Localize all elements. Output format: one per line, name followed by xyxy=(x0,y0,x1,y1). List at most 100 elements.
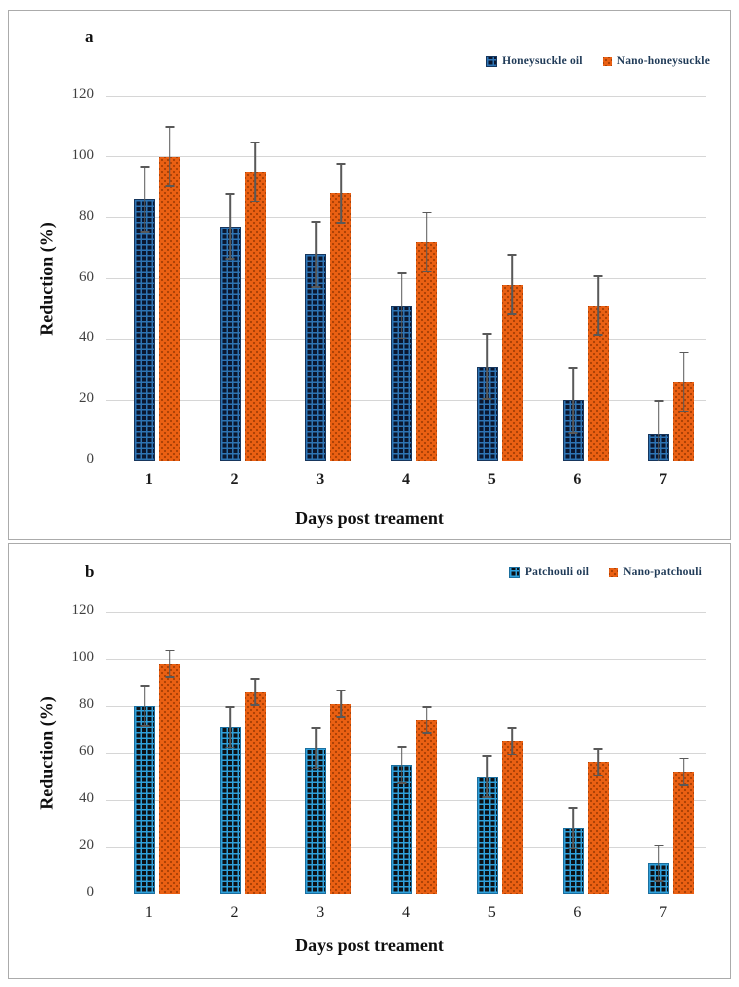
error-bar-part xyxy=(507,727,517,729)
x-category-label-day-2: 2 xyxy=(230,471,239,488)
error-bar-part xyxy=(397,272,407,275)
y-tick-label: 100 xyxy=(71,649,95,665)
bar-honeysuckle-oil-day-5 xyxy=(476,366,498,461)
error-bar xyxy=(654,400,664,461)
error-bar-part xyxy=(311,220,321,223)
legend-label: Nano-patchouli xyxy=(623,566,702,578)
x-category-label-day-1: 1 xyxy=(144,471,153,488)
error-bar-part xyxy=(679,351,689,354)
error-bar-part xyxy=(486,333,489,401)
error-bar-part xyxy=(679,757,689,760)
panel-b-plot-area xyxy=(106,612,706,894)
bar-nano-patchouli-day-6 xyxy=(587,762,609,894)
error-bar-part xyxy=(225,746,235,749)
bar-patchouli-oil-day-5 xyxy=(476,776,498,894)
gridline xyxy=(106,217,706,219)
error-bar-part xyxy=(422,211,432,214)
legend-item-nano-patchouli: Nano-patchouli xyxy=(609,566,702,578)
error-bar-part xyxy=(336,221,346,224)
error-bar-part xyxy=(593,774,603,777)
error-bar-part xyxy=(593,334,603,337)
error-bar-part xyxy=(400,745,403,784)
y-tick-label: 40 xyxy=(79,790,94,806)
gridline xyxy=(106,156,706,158)
bar-nano-honeysuckle-day-2 xyxy=(244,172,266,461)
y-tick-label: 120 xyxy=(71,602,95,618)
panel-b-label: b xyxy=(85,562,95,581)
x-category-label-day-5: 5 xyxy=(487,471,496,488)
error-bar-part xyxy=(679,784,689,786)
error-bar-part xyxy=(143,165,146,233)
panel-a-legend: Honeysuckle oil Nano-honeysuckle xyxy=(486,55,710,67)
error-bar-part xyxy=(397,745,407,748)
error-bar-part xyxy=(397,337,407,340)
y-tick-label: 60 xyxy=(79,268,94,285)
error-bar xyxy=(311,220,321,288)
error-bar-part xyxy=(425,706,428,735)
error-bar-part xyxy=(165,185,174,188)
error-bar xyxy=(482,333,492,401)
error-bar-part xyxy=(654,844,664,847)
bar-nano-honeysuckle-day-6 xyxy=(587,305,609,461)
error-bar-part xyxy=(482,755,492,758)
error-bar xyxy=(507,727,517,756)
bar-nano-patchouli-day-7 xyxy=(673,771,695,894)
y-tick-label: 20 xyxy=(79,390,94,407)
error-bar-part xyxy=(165,649,174,652)
error-bar-part xyxy=(422,270,432,273)
error-bar-part xyxy=(482,795,492,798)
error-bar xyxy=(422,706,432,735)
legend-item-honeysuckle-oil: Honeysuckle oil xyxy=(486,55,583,67)
error-bar-part xyxy=(225,258,235,261)
bar-nano-honeysuckle-day-1 xyxy=(159,156,180,461)
error-bar-part xyxy=(593,275,603,278)
error-bar-part xyxy=(682,351,685,413)
error-bar-part xyxy=(568,847,578,850)
error-bar-part xyxy=(568,366,578,369)
error-bar-part xyxy=(486,755,489,798)
gridline xyxy=(106,658,706,660)
error-bar-part xyxy=(511,727,514,756)
bar-honeysuckle-oil-day-1 xyxy=(134,199,155,461)
error-bar-part xyxy=(682,757,685,786)
error-bar-part xyxy=(254,141,256,203)
error-bar xyxy=(397,745,407,784)
error-bar xyxy=(397,272,407,340)
gridline xyxy=(106,705,706,707)
error-bar xyxy=(311,727,321,770)
error-bar-part xyxy=(336,162,346,165)
bar-honeysuckle-oil-day-4 xyxy=(391,305,413,461)
error-bar xyxy=(507,254,517,315)
gridline xyxy=(106,752,706,754)
error-bar xyxy=(482,755,492,798)
y-tick-label: 120 xyxy=(71,86,95,102)
error-bar-part xyxy=(140,231,149,233)
error-bar-part xyxy=(654,880,664,883)
legend-label: Patchouli oil xyxy=(524,566,590,578)
error-bar-part xyxy=(168,649,171,678)
error-bar xyxy=(593,275,603,337)
error-bar-part xyxy=(229,706,231,749)
x-category-label-day-3: 3 xyxy=(316,904,325,921)
y-tick-label: 0 xyxy=(86,451,95,467)
x-category-label-day-6: 6 xyxy=(573,904,582,921)
legend-item-patchouli-oil: Patchouli oil xyxy=(508,566,590,578)
bar-nano-honeysuckle-day-3 xyxy=(330,193,352,461)
nano-patchouli-swatch-icon xyxy=(609,567,619,577)
error-bar xyxy=(679,351,689,413)
x-category-label-day-5: 5 xyxy=(487,904,496,921)
panel-a-plot-area xyxy=(106,96,706,461)
panel-b-x-axis-title: Days post treament xyxy=(295,935,444,955)
error-bar-part xyxy=(315,727,317,770)
error-bar xyxy=(165,126,175,188)
error-bar-part xyxy=(143,684,146,728)
error-bar-part xyxy=(397,781,407,784)
error-bar-part xyxy=(315,220,317,288)
bar-nano-patchouli-day-2 xyxy=(244,691,266,894)
y-tick-label: 80 xyxy=(79,696,94,712)
error-bar xyxy=(336,689,346,718)
error-bar-part xyxy=(340,162,342,224)
bar-honeysuckle-oil-day-3 xyxy=(305,254,327,461)
error-bar xyxy=(225,193,235,261)
panel-b-legend: Patchouli oil Nano-patchouli xyxy=(508,566,702,578)
